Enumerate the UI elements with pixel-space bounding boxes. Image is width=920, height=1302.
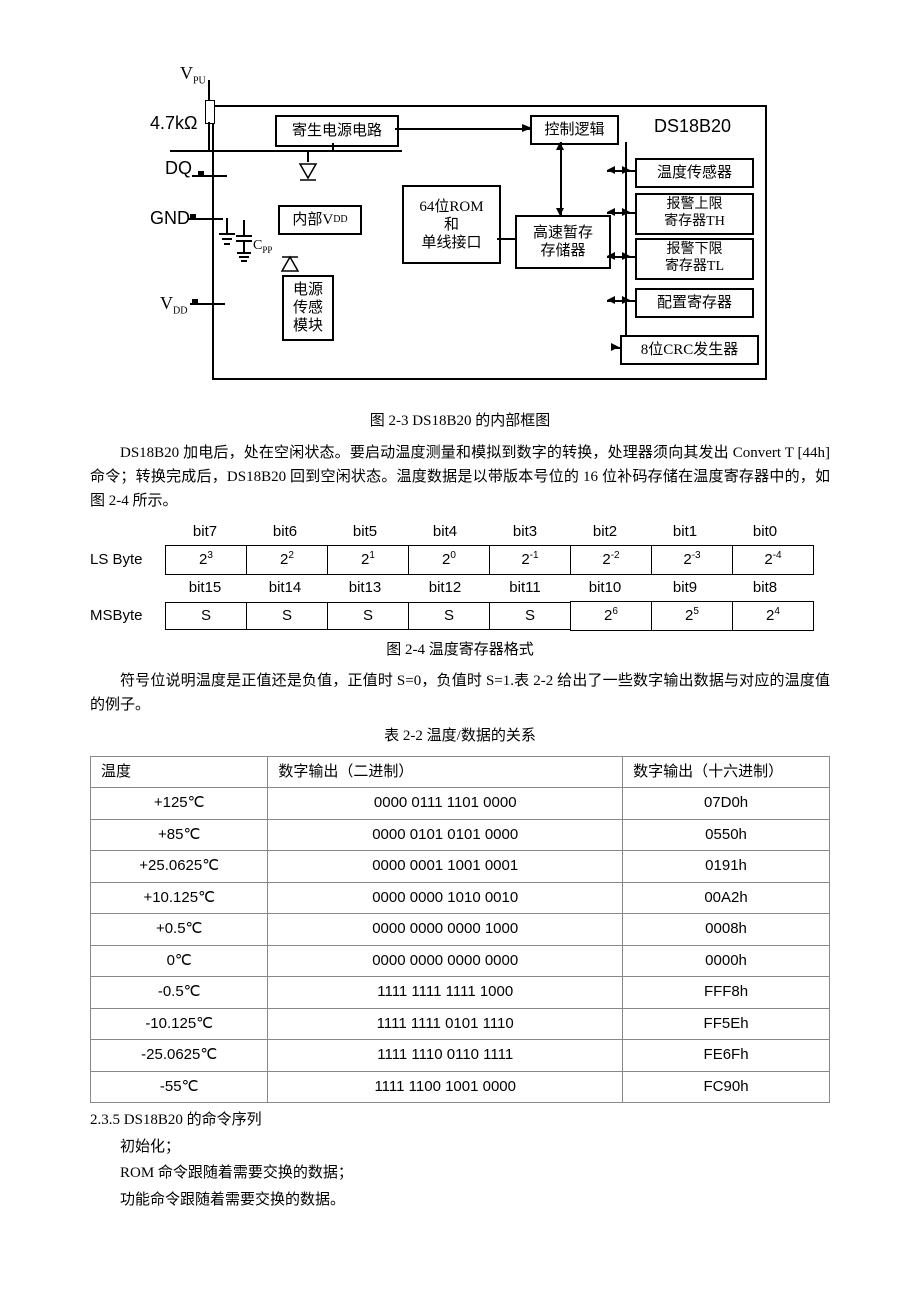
box-crc: 8位CRC发生器: [620, 335, 759, 365]
sub-line-2: ROM 命令跟随着需要交换的数据；: [120, 1162, 830, 1185]
table-row: -0.5℃1111 1111 1111 1000FFF8h: [91, 977, 830, 1009]
label-cpp: CPP: [253, 235, 272, 257]
box-power-sense: 电源 传感 模块: [282, 275, 334, 341]
table-header-row: 温度 数字输出（二进制） 数字输出（十六进制）: [91, 756, 830, 788]
caption-table-2-2: 表 2-2 温度/数据的关系: [90, 725, 830, 748]
sub-line-3: 功能命令跟随着需要交换的数据。: [120, 1189, 830, 1212]
box-config: 配置寄存器: [635, 288, 754, 318]
label-vdd: VDD: [160, 290, 187, 319]
register-format-table: bit7 bit6 bit5 bit4 bit3 bit2 bit1 bit0 …: [90, 519, 830, 631]
box-rom: 64位ROM 和 单线接口: [402, 185, 501, 264]
paragraph-2: 符号位说明温度是正值还是负值，正值时 S=0，负值时 S=1.表 2-2 给出了…: [90, 669, 830, 717]
table-row: +0.5℃0000 0000 0000 10000008h: [91, 914, 830, 946]
box-parasitic-power: 寄生电源电路: [275, 115, 399, 147]
temperature-data-table: 温度 数字输出（二进制） 数字输出（十六进制） +125℃0000 0111 1…: [90, 756, 830, 1104]
label-dq: DQ: [165, 155, 192, 182]
ls-byte-label: LS Byte: [90, 549, 165, 572]
table-row: +25.0625℃0000 0001 1001 00010191h: [91, 851, 830, 883]
sub-line-1: 初始化；: [120, 1136, 830, 1159]
table-row: +10.125℃0000 0000 1010 001000A2h: [91, 882, 830, 914]
ms-byte-label: MSByte: [90, 605, 165, 628]
ds18b20-block-diagram: VPU 4.7kΩ DQ GND VDD CPP: [150, 60, 770, 380]
box-internal-vdd: 内部VDD: [278, 205, 362, 235]
label-vpu: VPU: [180, 60, 206, 89]
resistor-icon: [205, 100, 215, 124]
label-resistor: 4.7kΩ: [150, 110, 197, 137]
table-row: -25.0625℃1111 1110 0110 1111FE6Fh: [91, 1040, 830, 1072]
box-control-logic: 控制逻辑: [530, 115, 619, 145]
table-row: -10.125℃1111 1111 0101 1110FF5Eh: [91, 1008, 830, 1040]
box-ds18b20: DS18B20: [635, 112, 750, 142]
caption-figure-2-4: 图 2-4 温度寄存器格式: [90, 639, 830, 662]
box-temp-sensor: 温度传感器: [635, 158, 754, 188]
bit-header: bit7: [165, 519, 245, 546]
table-row: +85℃0000 0101 0101 00000550h: [91, 819, 830, 851]
box-scratchpad: 高速暂存 存储器: [515, 215, 611, 269]
table-row: 0℃0000 0000 0000 00000000h: [91, 945, 830, 977]
box-alarm-tl: 报警下限 寄存器TL: [635, 238, 754, 280]
label-gnd: GND: [150, 205, 190, 232]
caption-figure-2-3: 图 2-3 DS18B20 的内部框图: [90, 410, 830, 433]
box-alarm-th: 报警上限 寄存器TH: [635, 193, 754, 235]
block-diagram-container: VPU 4.7kΩ DQ GND VDD CPP: [90, 60, 830, 380]
table-row: +125℃0000 0111 1101 000007D0h: [91, 788, 830, 820]
paragraph-1: DS18B20 加电后，处在空闲状态。要启动温度测量和模拟到数字的转换，处理器须…: [90, 441, 830, 513]
section-2-3-5-title: 2.3.5 DS18B20 的命令序列: [90, 1109, 830, 1132]
table-row: -55℃1111 1100 1001 0000FC90h: [91, 1071, 830, 1103]
